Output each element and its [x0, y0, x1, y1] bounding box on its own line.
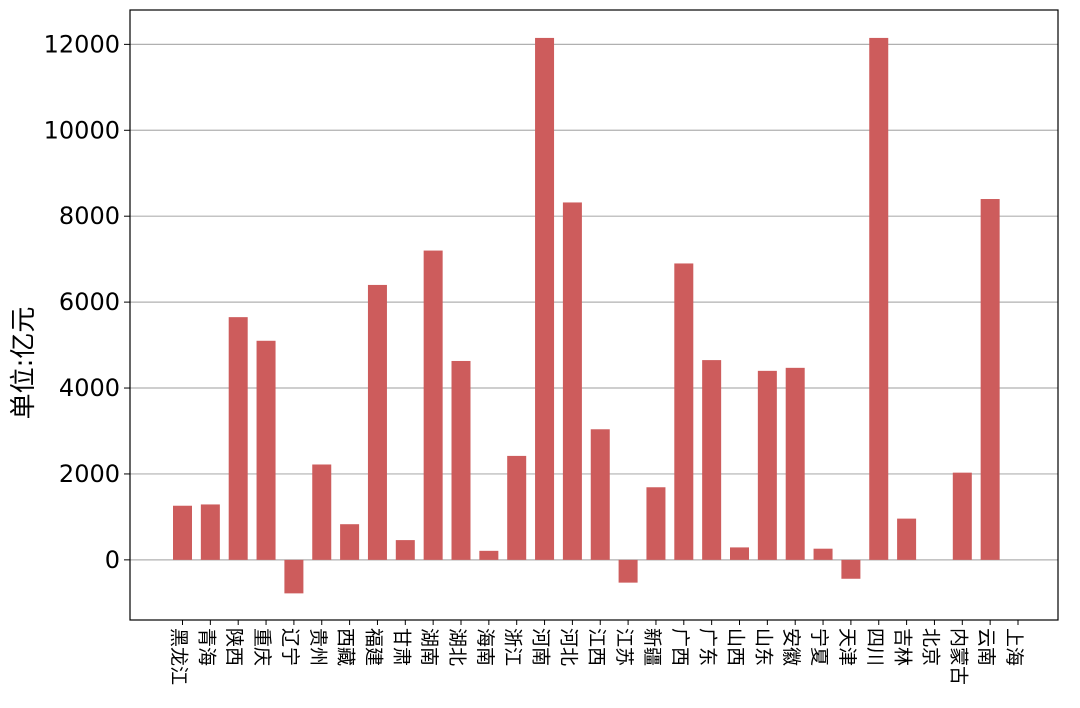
x-tick-label: 青海: [195, 628, 217, 666]
bar: [952, 472, 972, 560]
x-tick-label: 安徽: [780, 628, 802, 666]
bar: [841, 559, 861, 579]
y-tick-label: 12000: [44, 30, 120, 58]
x-tick-label: 福建: [362, 628, 384, 666]
x-tick-label: 山东: [752, 628, 774, 666]
x-tick-label: 宁夏: [808, 628, 830, 666]
x-tick-label: 天津: [836, 628, 858, 666]
x-tick-label: 内蒙古: [947, 628, 969, 685]
x-tick-label: 陕西: [223, 628, 245, 666]
bar: [284, 559, 304, 594]
bar: [813, 548, 833, 560]
bar: [256, 340, 276, 560]
y-tick-label: 6000: [59, 288, 120, 316]
bar: [618, 559, 638, 583]
bar: [395, 540, 415, 560]
bar: [200, 504, 220, 560]
x-tick-label: 甘肃: [390, 628, 412, 666]
x-tick-label: 湖北: [446, 628, 468, 666]
y-tick-label: 8000: [59, 202, 120, 230]
x-tick-label: 广西: [669, 628, 691, 666]
bar: [980, 199, 1000, 560]
x-tick-label: 重庆: [251, 628, 273, 666]
bar: [646, 487, 666, 560]
bar: [423, 250, 443, 560]
y-gridlines: [130, 43, 1058, 561]
y-tick-label: 2000: [59, 460, 120, 488]
bar: [674, 263, 694, 560]
x-tick-label: 河南: [530, 628, 552, 666]
bar: [562, 202, 582, 560]
x-tick-label: 黑龙江: [168, 628, 190, 685]
bar: [535, 37, 555, 560]
x-tick-label: 吉林: [892, 628, 914, 666]
bar: [757, 370, 777, 560]
bar: [228, 317, 248, 560]
bar: [730, 547, 749, 560]
bars: [173, 37, 1000, 594]
x-tick-label: 贵州: [307, 628, 329, 666]
y-tick-label: 10000: [44, 116, 120, 144]
x-tick-label: 上海: [1003, 628, 1025, 666]
y-tick-label: 0: [105, 546, 120, 574]
x-tick-label: 河北: [557, 628, 579, 666]
plot-frame: [129, 9, 1059, 621]
y-axis-label: 单位:亿元: [9, 307, 39, 420]
bar: [451, 360, 471, 560]
x-tick-label: 江苏: [613, 628, 635, 666]
x-tick-label: 四川: [864, 628, 886, 666]
x-tick-label: 山西: [725, 628, 747, 666]
y-tick-labels: 0 2000 4000 6000 8000 10000 12000: [44, 30, 130, 574]
bar: [590, 429, 610, 560]
x-tick-label: 云南: [975, 628, 997, 666]
bar: [312, 464, 332, 560]
x-tick-label: 湖南: [418, 628, 440, 666]
x-tick-label: 江西: [585, 628, 607, 666]
x-tick-label: 浙江: [502, 628, 524, 666]
bar: [340, 524, 360, 560]
bar: [702, 360, 722, 560]
x-tick-label: 广东: [697, 628, 719, 666]
bar: [897, 518, 917, 560]
x-tick-label: 辽宁: [279, 628, 301, 666]
x-tick-label: 西藏: [335, 628, 357, 666]
bar: [507, 455, 527, 560]
bar: [479, 550, 499, 560]
x-tick-label: 海南: [474, 628, 496, 666]
bar: [367, 284, 387, 560]
x-tick-label: 北京: [919, 628, 941, 666]
x-tick-label: 新疆: [641, 628, 663, 666]
bar: [869, 37, 889, 560]
y-tick-label: 4000: [59, 374, 120, 402]
bar: [173, 505, 192, 560]
x-tick-labels: 黑龙江 青海 陕西 重庆 辽宁 贵州 西藏 福建 甘肃 湖南 湖北 海南 浙江 河南 河北 江西 江苏 新疆 广西广…: [168, 620, 1025, 685]
bar: [785, 367, 805, 560]
